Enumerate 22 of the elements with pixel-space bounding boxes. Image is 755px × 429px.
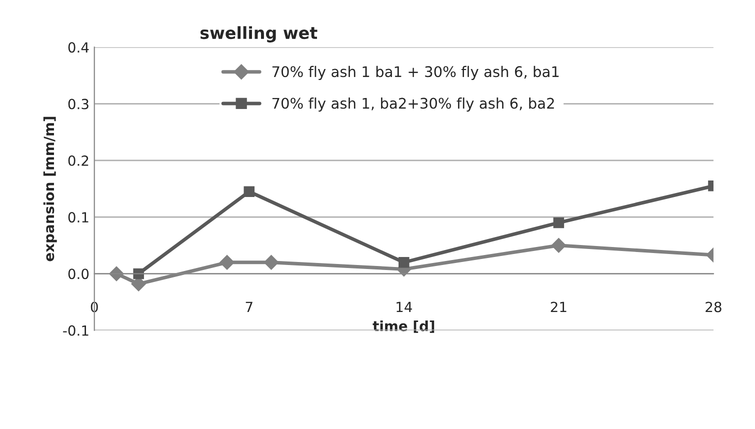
y-tick-label: 0.3	[68, 98, 88, 110]
chart-title: swelling wet	[200, 26, 318, 42]
x-tick-label: 0	[90, 302, 98, 312]
point	[220, 254, 234, 270]
y-tick-label: 0.4	[68, 42, 89, 53]
y-tick-label: 0.0	[68, 268, 89, 280]
x-tick-label: 28	[706, 302, 722, 312]
point	[244, 186, 255, 197]
y-tick-label: 0.2	[68, 155, 88, 166]
y-axis-title: expansion [mm/m]	[43, 116, 57, 262]
x-tick-label: 14	[396, 302, 412, 312]
point	[551, 238, 566, 253]
x-tick-label: 21	[550, 302, 566, 312]
legend-label: 70% fly ash 1, ba2+30% fly ash 6, ba2	[272, 98, 554, 112]
y-tick-label: -0.1	[63, 325, 88, 336]
point	[553, 217, 564, 228]
y-tick-label: 0.1	[68, 212, 88, 223]
point	[398, 256, 410, 268]
legend-label: 70% fly ash 1 ba1 + 30% fly ash 6, ba1	[272, 66, 559, 80]
x-axis-title: time [d]	[372, 320, 434, 333]
point	[264, 254, 279, 270]
x-tick-label: 7	[246, 302, 252, 312]
